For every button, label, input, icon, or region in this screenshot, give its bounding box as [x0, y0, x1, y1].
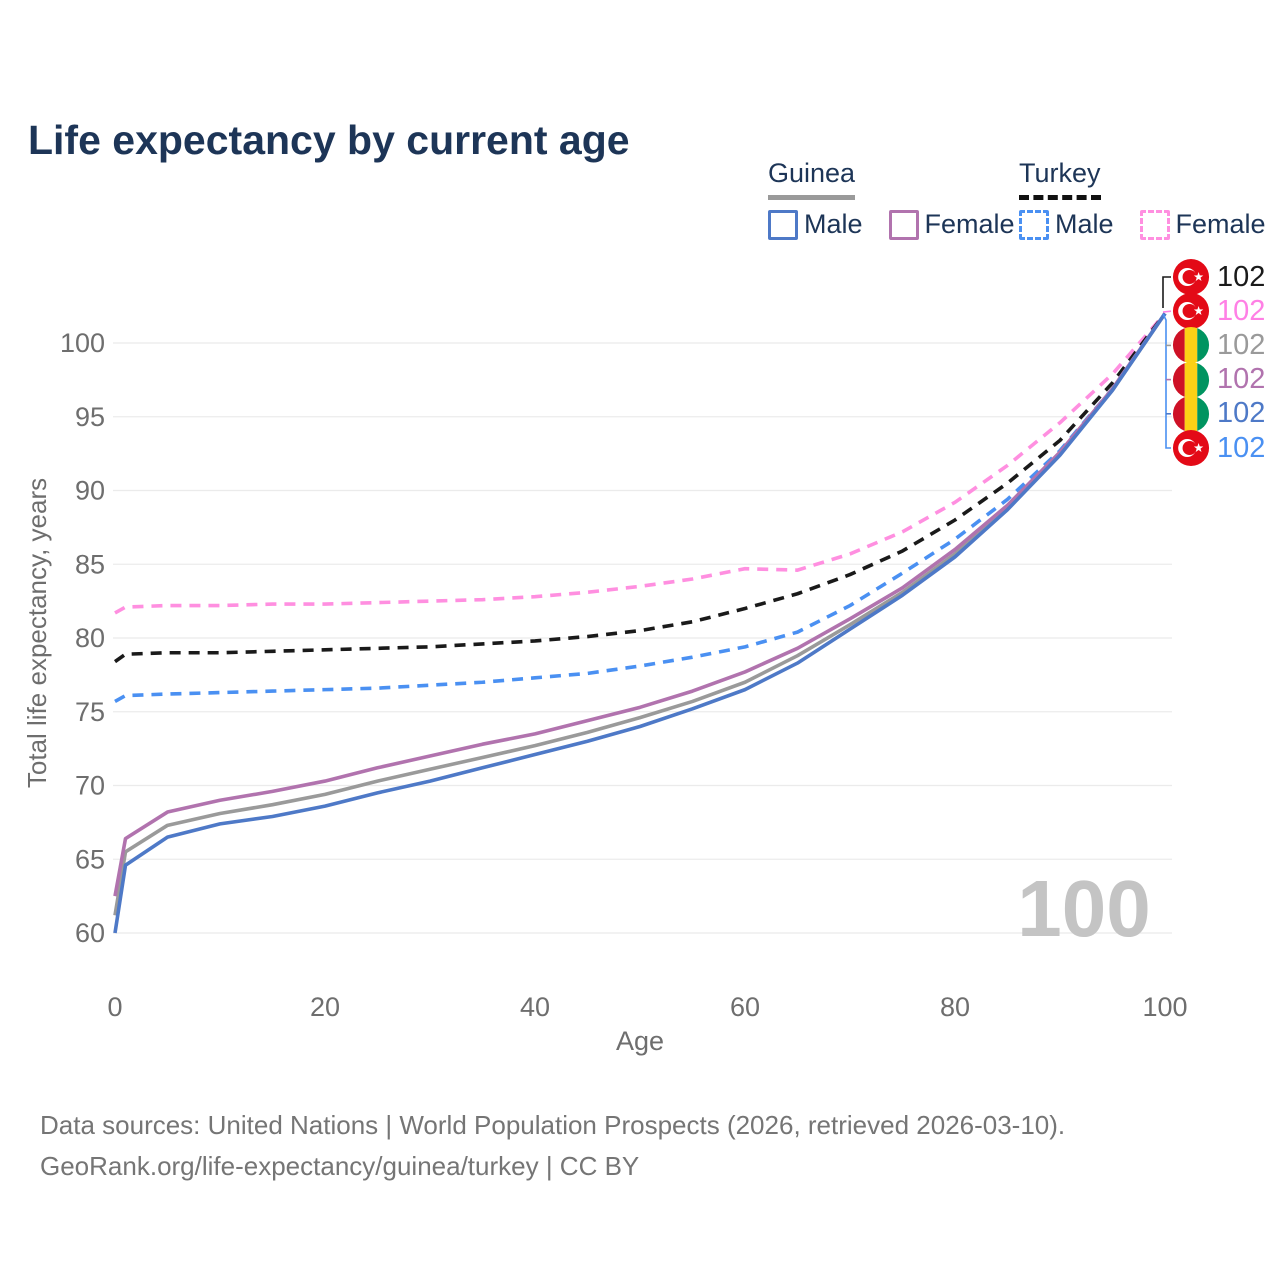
y-tick-label: 65 [75, 844, 105, 874]
end-value-guinea-female: 102 [1172, 361, 1265, 399]
x-axis-title: Age [616, 1026, 664, 1056]
x-tick-label: 60 [730, 992, 760, 1022]
guinea-flag-icon [1172, 395, 1210, 432]
legend-item-turkey-female[interactable]: Female [1139, 209, 1266, 240]
x-tick-label: 100 [1142, 992, 1187, 1022]
y-tick-label: 95 [75, 402, 105, 432]
guinea-flag-icon [1172, 361, 1210, 398]
attribution-text: GeoRank.org/life-expectancy/guinea/turke… [40, 1151, 640, 1181]
legend-item-guinea-male[interactable]: Male [768, 209, 863, 240]
end-value-guinea: 102 [1172, 326, 1265, 364]
series-line-guinea-male[interactable] [113, 312, 1167, 934]
end-value-text: 102 [1217, 294, 1266, 327]
legend-label-turkey-female: Female [1175, 209, 1266, 239]
turkey-flag-icon [1172, 258, 1210, 296]
legend-item-turkey-male[interactable]: Male [1019, 209, 1114, 240]
end-value-guinea-male: 102 [1172, 395, 1265, 433]
guinea-flag-icon [1172, 327, 1210, 364]
footer: Data sources: United Nations | World Pop… [40, 1105, 1065, 1187]
end-value-text: 102 [1217, 397, 1266, 430]
legend-item-guinea-female[interactable]: Female [888, 209, 1015, 240]
y-tick-label: 60 [75, 918, 105, 948]
end-value-text: 102 [1217, 328, 1266, 361]
legend-label-guinea-female: Female [924, 209, 1015, 239]
age-watermark: 100 [1017, 864, 1150, 953]
data-source-text: Data sources: United Nations | World Pop… [40, 1110, 1066, 1140]
turkey-female-swatch-icon [1139, 209, 1170, 240]
legend-items-turkey: Male Female [1019, 209, 1266, 240]
series-line-turkey[interactable] [113, 312, 1167, 664]
legend-group-guinea: Guinea Male Female [768, 158, 1015, 240]
guinea-female-swatch-icon [888, 209, 919, 240]
series-line-guinea-female[interactable] [113, 312, 1167, 897]
leader-line [1162, 310, 1172, 313]
chart-title: Life expectancy by current age [28, 117, 630, 164]
leader-line [1162, 313, 1171, 449]
legend-country-guinea[interactable]: Guinea [768, 158, 856, 200]
legend-group-turkey: Turkey Male Female [1019, 158, 1266, 240]
end-value-turkey-female: 102 [1172, 292, 1265, 330]
legend-country-turkey[interactable]: Turkey [1019, 158, 1101, 200]
end-value-turkey-male: 102 [1172, 429, 1265, 467]
y-tick-label: 70 [75, 771, 105, 801]
y-axis-title: Total life expectancy, years [22, 478, 52, 788]
y-tick-label: 85 [75, 549, 105, 579]
turkey-flag-icon [1172, 293, 1210, 330]
legend-label-turkey-male: Male [1055, 209, 1114, 239]
y-tick-label: 80 [75, 623, 105, 653]
series-line-turkey-female[interactable] [114, 312, 1167, 615]
y-tick-label: 90 [75, 476, 105, 506]
end-value-text: 102 [1217, 363, 1266, 396]
legend-label-guinea-male: Male [804, 209, 863, 239]
series-line-turkey-male[interactable] [114, 312, 1167, 703]
y-tick-label: 75 [75, 697, 105, 727]
x-tick-label: 0 [107, 992, 122, 1022]
legend-items-guinea: Male Female [768, 209, 1015, 240]
turkey-flag-icon [1172, 429, 1210, 467]
y-tick-label: 100 [60, 328, 105, 358]
x-tick-label: 20 [310, 992, 340, 1022]
end-value-text: 102 [1217, 431, 1266, 464]
end-value-text: 102 [1217, 260, 1266, 293]
series-line-guinea[interactable] [113, 312, 1167, 916]
leader-line [1162, 276, 1171, 308]
turkey-male-swatch-icon [1019, 209, 1049, 240]
guinea-male-swatch-icon [768, 209, 798, 240]
x-tick-label: 80 [940, 992, 970, 1022]
end-value-turkey: 102 [1172, 258, 1265, 296]
x-tick-label: 40 [520, 992, 550, 1022]
